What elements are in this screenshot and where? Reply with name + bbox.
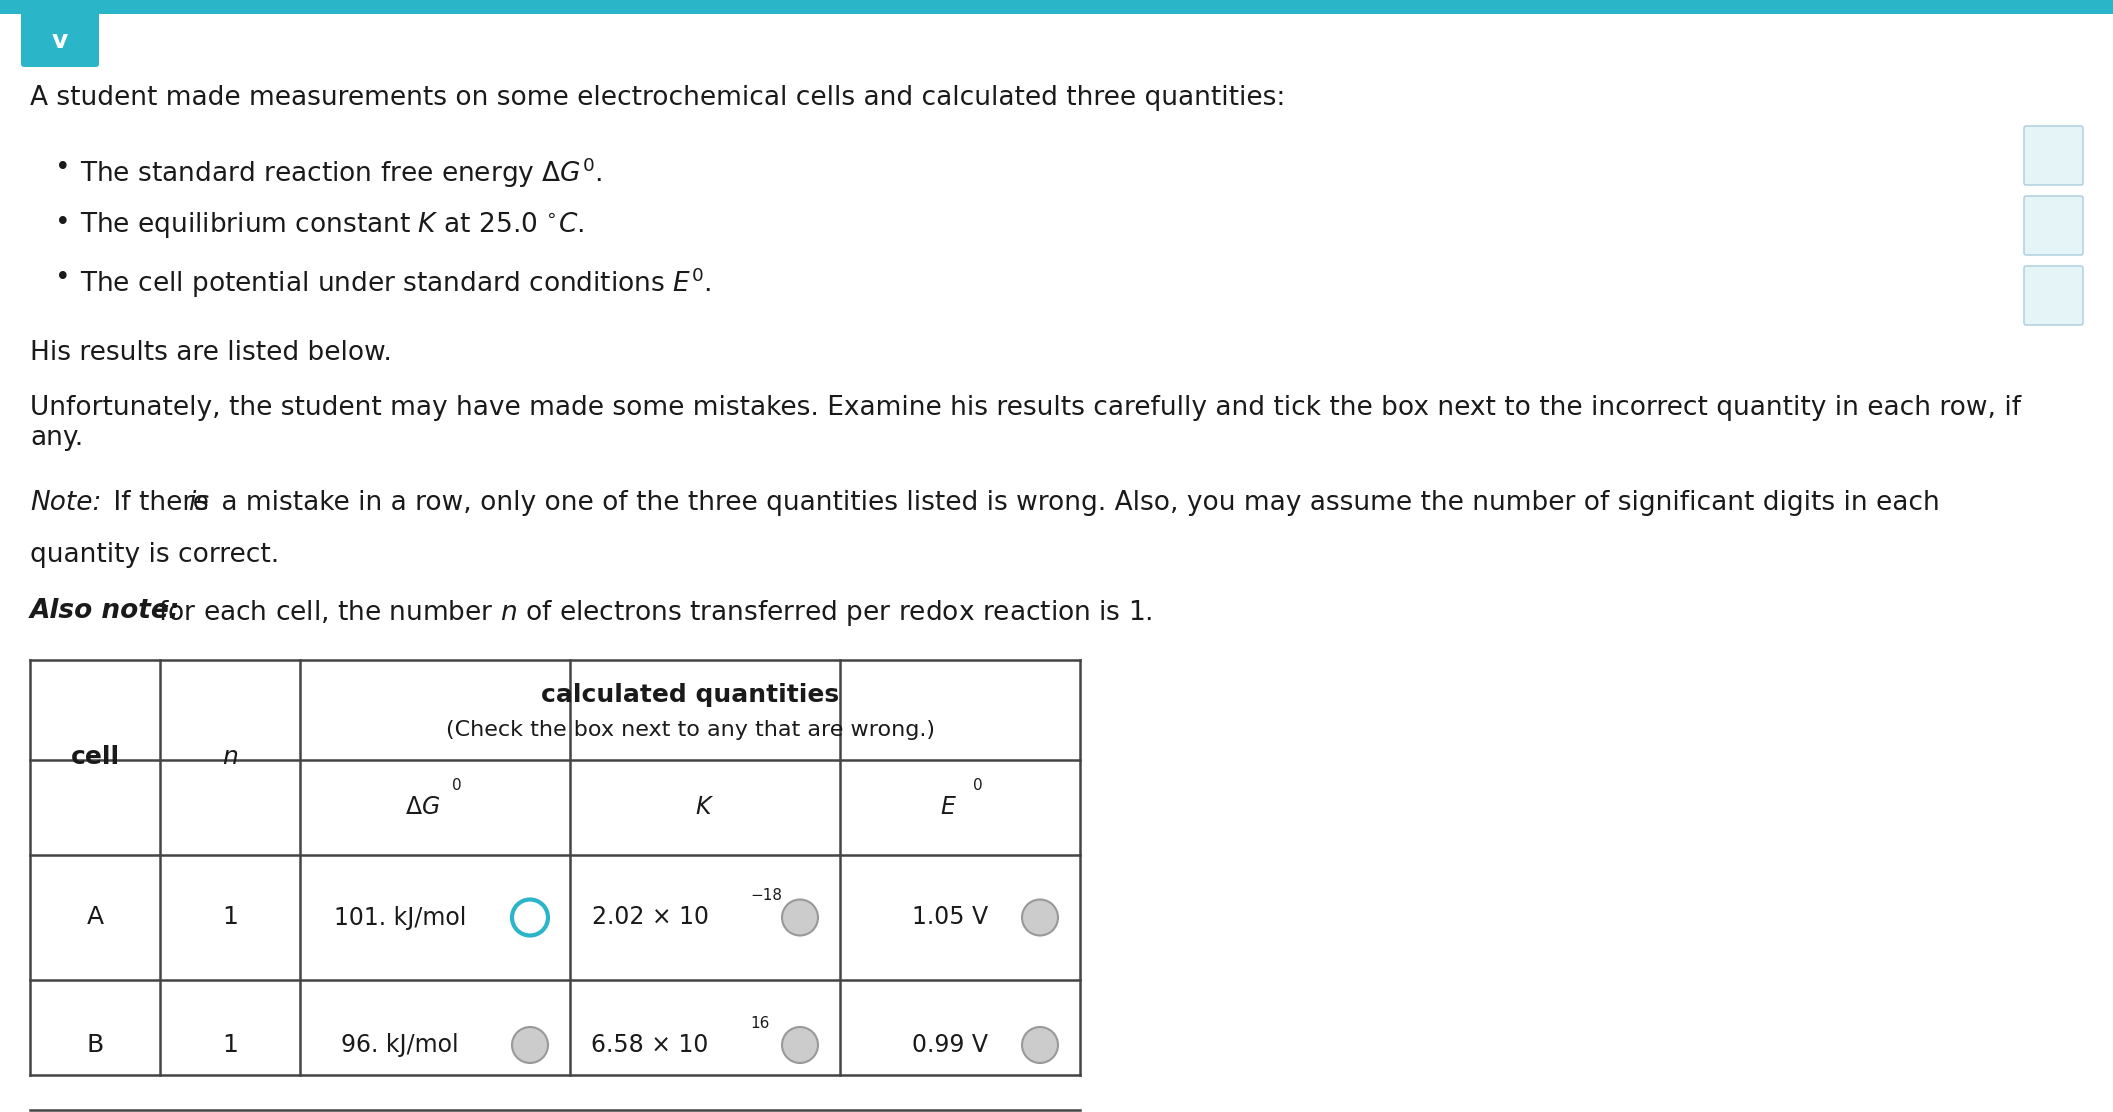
Circle shape xyxy=(782,900,818,935)
Text: Also note:: Also note: xyxy=(30,598,180,624)
Text: •: • xyxy=(55,210,70,236)
Text: 6.58 × 10: 6.58 × 10 xyxy=(592,1033,708,1058)
Text: Note:: Note: xyxy=(30,490,101,516)
Text: 101. kJ/mol: 101. kJ/mol xyxy=(334,905,467,930)
Circle shape xyxy=(511,1027,547,1063)
Text: 96. kJ/mol: 96. kJ/mol xyxy=(340,1033,459,1058)
FancyBboxPatch shape xyxy=(2024,266,2083,325)
Text: $E$: $E$ xyxy=(940,795,957,820)
Text: $\Delta G$: $\Delta G$ xyxy=(406,795,442,820)
FancyBboxPatch shape xyxy=(21,11,99,67)
Text: $n$: $n$ xyxy=(222,745,239,770)
Text: If there: If there xyxy=(106,490,218,516)
Circle shape xyxy=(782,1027,818,1063)
Text: The equilibrium constant $K$ at 25.0 $^{\circ}C$.: The equilibrium constant $K$ at 25.0 $^{… xyxy=(80,210,585,240)
Circle shape xyxy=(1023,1027,1059,1063)
Text: quantity is correct.: quantity is correct. xyxy=(30,542,279,568)
Text: The standard reaction free energy $\Delta G^{0}$.: The standard reaction free energy $\Delt… xyxy=(80,155,602,189)
Text: calculated quantities: calculated quantities xyxy=(541,683,839,707)
Text: 16: 16 xyxy=(750,1015,769,1031)
Text: −18: −18 xyxy=(750,888,782,903)
Text: 1.05 V: 1.05 V xyxy=(913,905,989,930)
Text: cell: cell xyxy=(70,745,120,770)
Circle shape xyxy=(511,900,547,935)
Text: 0: 0 xyxy=(974,778,983,793)
Text: The cell potential under standard conditions $E^{0}$.: The cell potential under standard condit… xyxy=(80,265,712,299)
Text: 0: 0 xyxy=(452,778,463,793)
Text: for each cell, the number $n$ of electrons transferred per redox reaction is 1.: for each cell, the number $n$ of electro… xyxy=(150,598,1152,628)
Circle shape xyxy=(1023,900,1059,935)
Text: is: is xyxy=(188,490,209,516)
Text: •: • xyxy=(55,265,70,291)
Text: Unfortunately, the student may have made some mistakes. Examine his results care: Unfortunately, the student may have made… xyxy=(30,395,2022,451)
Text: a mistake in a row, only one of the three quantities listed is wrong. Also, you : a mistake in a row, only one of the thre… xyxy=(213,490,1940,516)
Text: •: • xyxy=(55,155,70,181)
Text: 1: 1 xyxy=(222,905,239,930)
Text: A: A xyxy=(87,905,104,930)
Text: 0.99 V: 0.99 V xyxy=(913,1033,989,1058)
Text: A student made measurements on some electrochemical cells and calculated three q: A student made measurements on some elec… xyxy=(30,85,1285,111)
Text: (Check the box next to any that are wrong.): (Check the box next to any that are wron… xyxy=(446,719,934,739)
FancyBboxPatch shape xyxy=(2024,196,2083,255)
Text: B: B xyxy=(87,1033,104,1058)
Text: v: v xyxy=(53,30,68,53)
Bar xyxy=(0,0,2113,14)
Text: His results are listed below.: His results are listed below. xyxy=(30,340,391,366)
Text: 2.02 × 10: 2.02 × 10 xyxy=(592,905,708,930)
Text: $K$: $K$ xyxy=(695,795,714,820)
Text: 1: 1 xyxy=(222,1033,239,1058)
FancyBboxPatch shape xyxy=(2024,126,2083,185)
